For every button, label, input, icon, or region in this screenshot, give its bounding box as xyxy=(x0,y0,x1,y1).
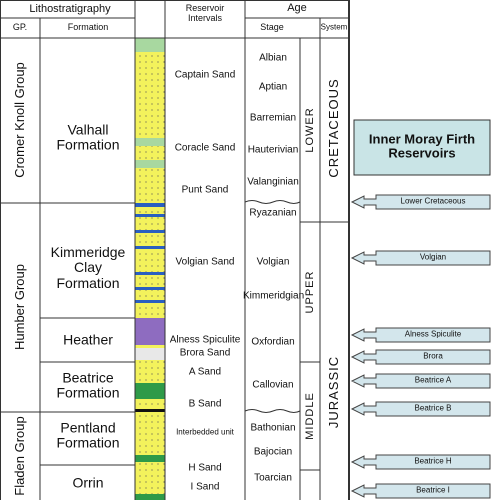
formation-label: Heather xyxy=(63,331,113,348)
formation-label: Beatrice Formation xyxy=(56,369,120,401)
stage-label: Hauterivian xyxy=(247,144,299,156)
column-graphic xyxy=(135,38,165,500)
header-title: Age xyxy=(287,1,307,14)
arrow xyxy=(350,349,491,365)
series-label: MIDDLE xyxy=(303,392,316,440)
reservoir-label: B Sand xyxy=(188,398,222,410)
stage-label: Ryazanian xyxy=(249,207,297,219)
reservoir-label: Brora Sand xyxy=(179,347,231,359)
reservoir-label: Punt Sand xyxy=(181,184,229,196)
stage-label: Albian xyxy=(259,52,287,64)
arrow xyxy=(350,401,491,417)
arrow-label: Beatrice A xyxy=(414,375,452,385)
arrow-label: Beatrice I xyxy=(416,485,450,495)
reservoir-label: A Sand xyxy=(188,366,222,378)
arrow xyxy=(350,250,491,266)
formation-label: Orrin xyxy=(72,474,104,491)
arrow xyxy=(350,194,491,210)
arrow-label: Alness Spiculite xyxy=(404,329,462,339)
arrow-label: Lower Cretaceous xyxy=(400,196,466,206)
system-label: CRETACEOUS xyxy=(325,78,341,178)
group-label: Cromer Knoll Group xyxy=(11,62,27,178)
table-lines xyxy=(0,0,350,500)
header-title: Lithostratigraphy xyxy=(29,2,111,15)
stage-label: Kimmeridgian xyxy=(243,290,305,302)
sub-header: System xyxy=(320,22,348,32)
series-label: LOWER xyxy=(303,107,316,153)
sub-header: Formation xyxy=(67,22,109,33)
reservoir-label: Interbedded unit xyxy=(176,427,234,437)
formation-label: Pentland Formation xyxy=(56,419,120,451)
stage-label: Aptian xyxy=(258,81,288,93)
stage-label: Bajocian xyxy=(253,446,293,458)
arrow xyxy=(350,483,491,499)
arrow xyxy=(350,327,491,343)
stage-label: Callovian xyxy=(252,379,294,391)
arrow-label: Beatrice H xyxy=(414,456,452,466)
arrow-label: Volgian xyxy=(419,252,447,262)
stage-label: Valanginian xyxy=(247,176,299,188)
sub-header: Stage xyxy=(260,22,284,33)
arrow xyxy=(350,373,491,389)
header-title: Reservoir Intervals xyxy=(185,3,225,23)
reservoir-label: Volgian Sand xyxy=(175,256,235,268)
reservoir-label: H Sand xyxy=(188,462,222,474)
formation-label: Valhall Formation xyxy=(56,121,120,153)
stage-label: Bathonian xyxy=(250,422,296,434)
group-label: Fladen Group xyxy=(11,416,27,496)
arrow-label: Brora xyxy=(423,351,443,361)
group-label: Humber Group xyxy=(11,264,27,350)
arrow-label: Beatrice B xyxy=(414,403,452,413)
stage-label: Barremian xyxy=(249,112,297,124)
reservoir-label: Captain Sand xyxy=(174,69,236,81)
formation-label: Kimmeridge Clay Formation xyxy=(50,243,126,291)
panel-title: Inner Moray Firth Reservoirs xyxy=(368,131,476,161)
stage-label: Oxfordian xyxy=(251,336,295,348)
series-label: UPPER xyxy=(303,270,316,314)
system-label: JURASSIC xyxy=(325,355,341,429)
panel-box xyxy=(353,119,491,176)
reservoir-label: Coracle Sand xyxy=(174,142,236,154)
stage-label: Volgian xyxy=(256,256,290,268)
reservoir-label: Alness Spiculite xyxy=(169,334,241,346)
stage-label: Toarcian xyxy=(254,472,292,484)
reservoir-label: I Sand xyxy=(190,481,220,493)
arrow xyxy=(350,454,491,470)
sub-header: GP. xyxy=(12,22,28,33)
